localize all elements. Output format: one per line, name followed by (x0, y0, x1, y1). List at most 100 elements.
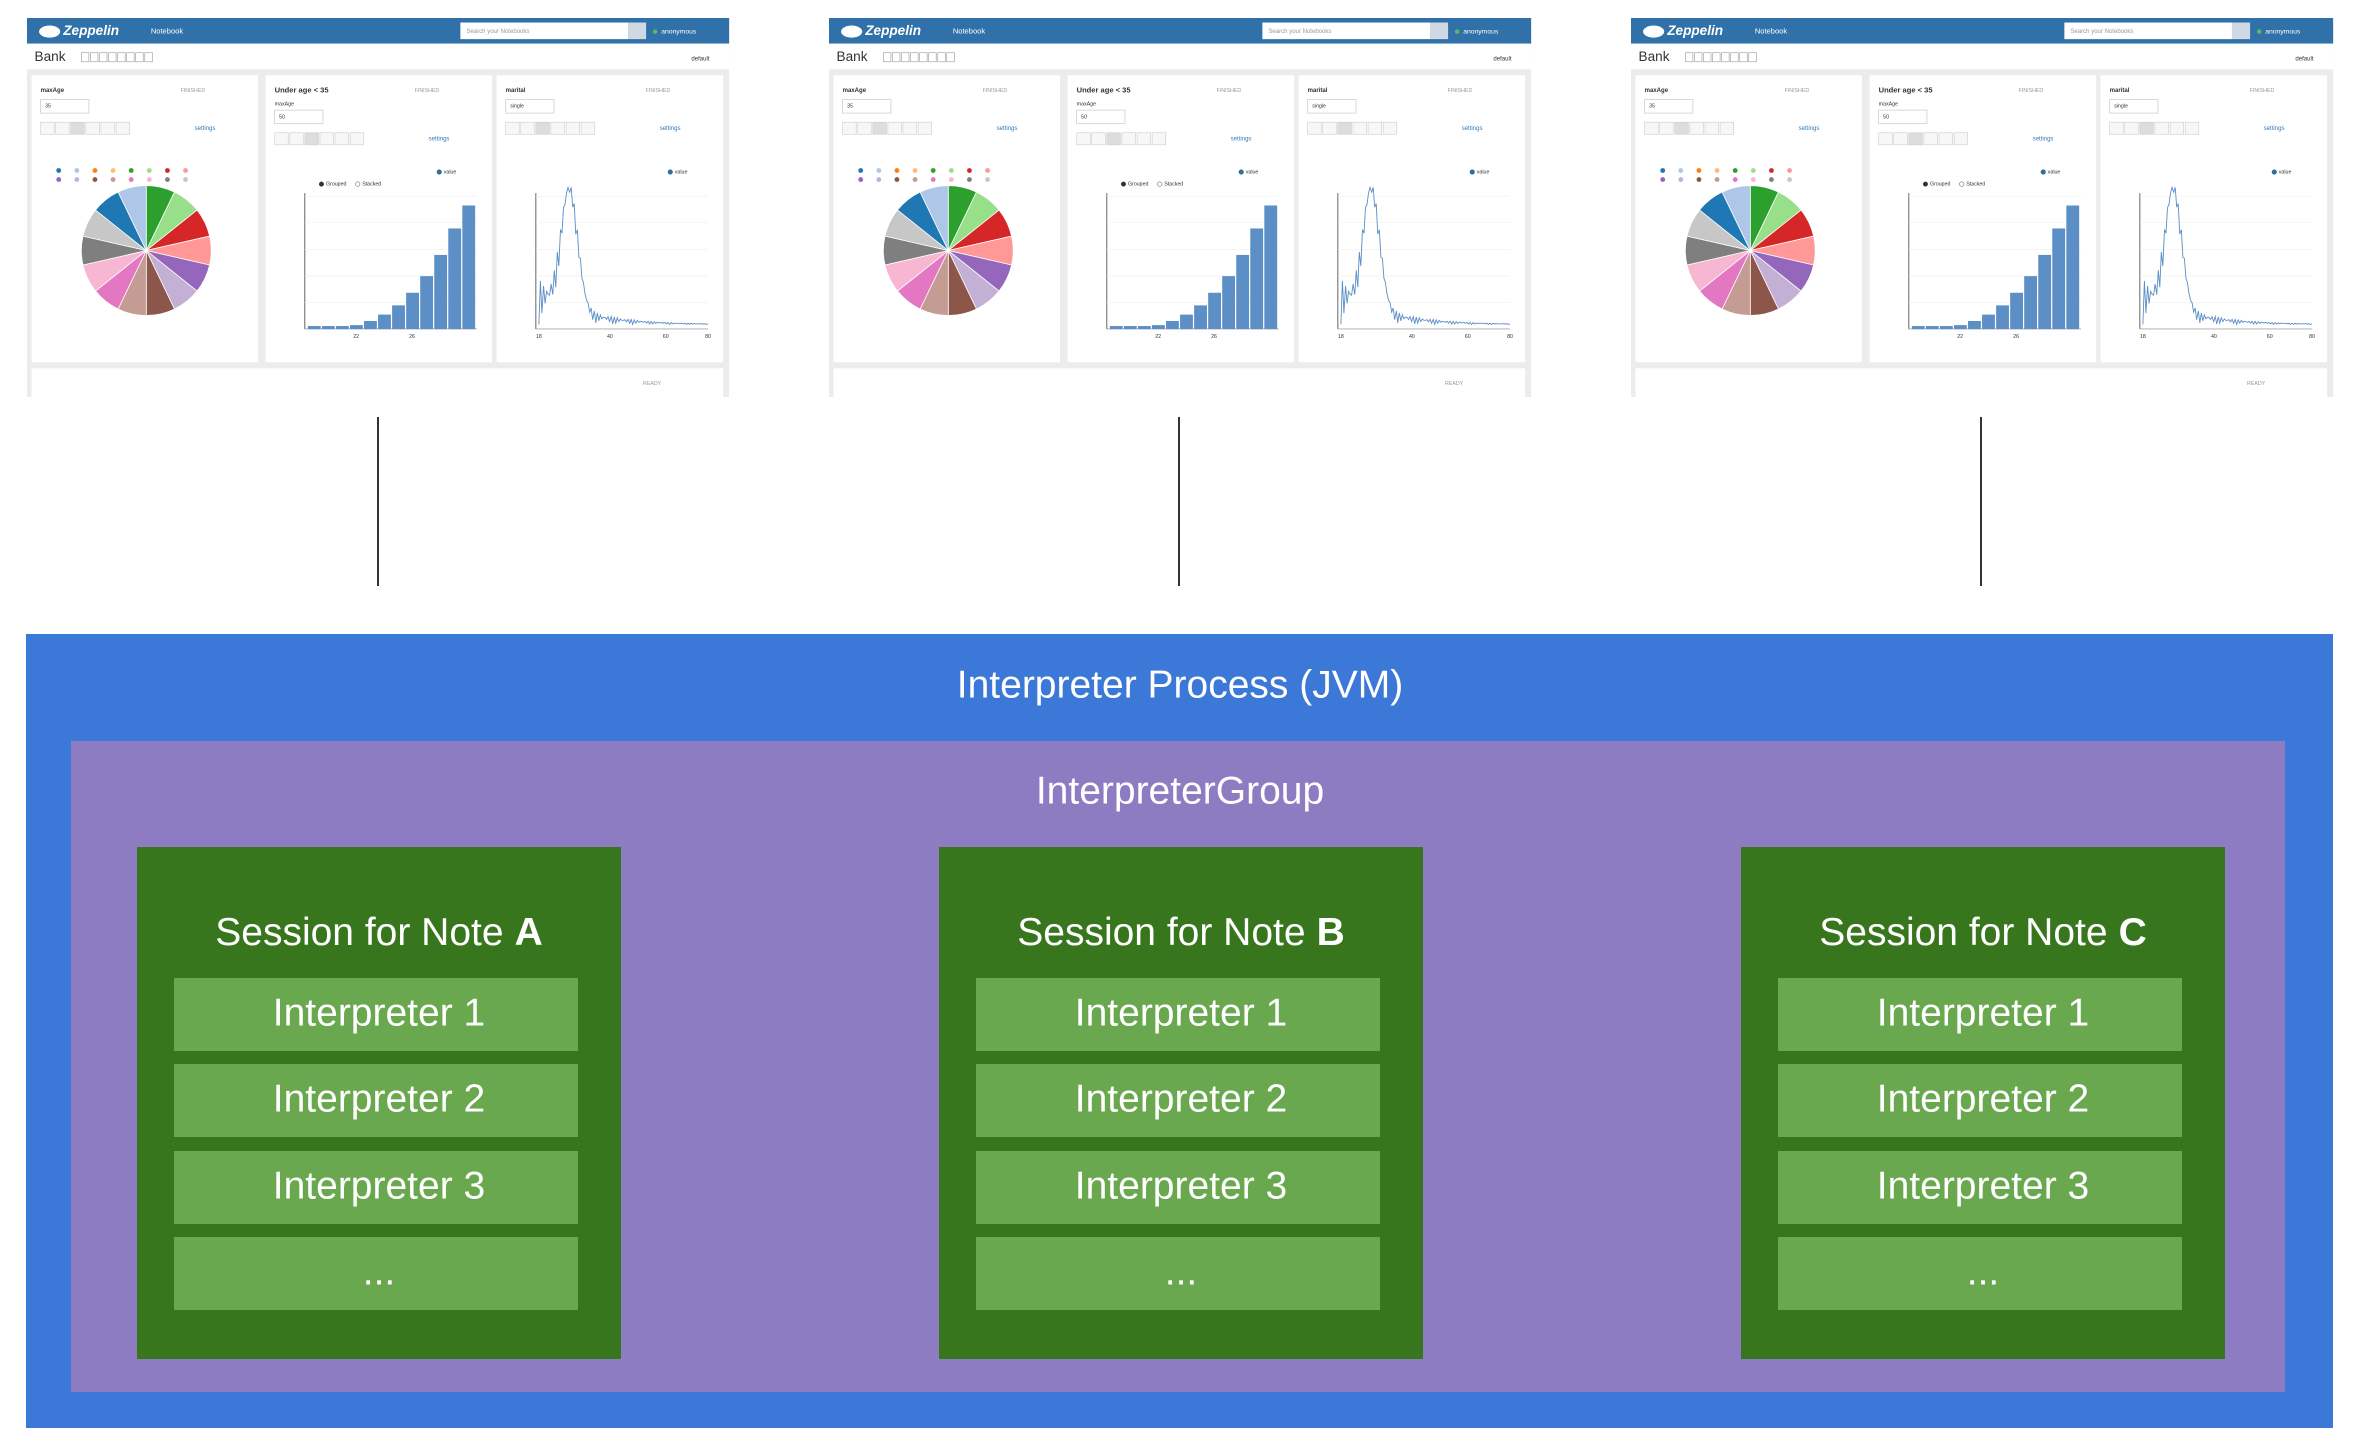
paragraph-status: READY (2247, 381, 2266, 387)
bar (378, 314, 391, 330)
session-prefix: Session for Note (1819, 911, 2107, 954)
chart-button (100, 121, 115, 135)
x-label: 18 (536, 334, 542, 340)
group-title: InterpreterGroup (1036, 769, 1324, 812)
input-box (505, 99, 555, 114)
legend-dot (1732, 168, 1738, 173)
chart-button (1322, 121, 1337, 135)
paragraph-status: FINISHED (1217, 88, 1242, 94)
interpreter-label: Interpreter 2 (273, 1077, 485, 1120)
legend-dot (355, 181, 361, 187)
bar (2010, 292, 2023, 330)
legend-label: value (2048, 169, 2061, 175)
paragraph: marital FINISHED single settings value 18 40 60… (496, 75, 724, 363)
paragraph: maxAge FINISHED 35 settings (833, 75, 1061, 363)
chart-button (1367, 121, 1382, 135)
paragraph-status: FINISHED (1448, 88, 1473, 94)
chart-button (917, 121, 932, 135)
chart-button (2109, 121, 2124, 135)
paragraph-title: Under age < 35 (1077, 85, 1131, 94)
toolbar-icon (892, 52, 901, 63)
paragraph-title: maxAge (1645, 88, 1669, 94)
chart-button (2139, 121, 2154, 135)
chart-button (872, 121, 887, 135)
input-box (842, 99, 892, 114)
line-series (538, 185, 709, 326)
bar (1222, 276, 1236, 330)
paragraph: maxAge FINISHED 35 settings (1635, 75, 1863, 363)
interpreter-box (1778, 1237, 2182, 1310)
input-value: single (1312, 104, 1326, 110)
legend-dot (967, 177, 972, 182)
toolbar-icon (883, 52, 892, 63)
toolbar-icon (144, 52, 153, 63)
bar (2038, 254, 2052, 330)
settings-link: settings (1231, 136, 1252, 142)
chart-button (1121, 132, 1136, 146)
toolbar-icon (1703, 52, 1712, 63)
paragraph-status: READY (643, 381, 662, 387)
input-value: 50 (279, 114, 285, 120)
chart-button (2184, 121, 2200, 135)
legend-dot (858, 177, 864, 182)
bar (1208, 292, 1221, 330)
toolbar-icon (108, 52, 117, 63)
legend-dot (1660, 168, 1666, 173)
settings-link: settings (997, 126, 1018, 132)
session-title: Session for Note B (1017, 911, 1344, 954)
paragraph-title: maxAge (41, 88, 65, 94)
legend-dot (985, 177, 990, 182)
user: anonymous (661, 28, 697, 35)
legend-dot (165, 177, 170, 182)
legend-dot (1750, 177, 1756, 182)
chart-button (1337, 121, 1352, 135)
chart-button (1076, 132, 1091, 146)
legend-dot (876, 168, 882, 173)
toolbar-icon (81, 52, 90, 63)
interpreter-box (174, 1151, 578, 1224)
bar (1151, 325, 1165, 330)
toolbar-icon (1685, 52, 1694, 63)
toolbar-icon (919, 52, 928, 63)
note-header (829, 43, 1532, 70)
bar (1250, 228, 1264, 330)
chart-button (887, 121, 902, 135)
legend-dot (183, 168, 188, 173)
interpreter-label: ... (1967, 1250, 2000, 1293)
paragraph-status: FINISHED (181, 88, 206, 94)
legend-dot (1787, 177, 1792, 182)
legend-dot (1922, 181, 1928, 187)
legend-dot (894, 177, 900, 182)
bar (321, 326, 335, 330)
paragraph-bg (496, 75, 724, 363)
interpreter-box (976, 1064, 1380, 1137)
bar (420, 276, 434, 330)
toolbar-icon (1694, 52, 1703, 63)
bar (1123, 326, 1137, 330)
chart-button (505, 121, 520, 135)
chart-button (1719, 121, 1734, 135)
legend-dot (1157, 181, 1163, 187)
interpreter-label: Interpreter 1 (1877, 991, 2089, 1034)
user: anonymous (2265, 28, 2301, 35)
bar (2024, 276, 2038, 330)
legend-dot (1732, 177, 1738, 182)
toolbar-icon (946, 52, 955, 63)
toolbar-icon (1721, 52, 1730, 63)
legend-dot (74, 177, 80, 182)
legend-dot (912, 177, 918, 182)
legend-dot (930, 168, 936, 173)
chart-button (289, 132, 304, 146)
legend-dot (1769, 177, 1774, 182)
legend-dot (318, 181, 324, 187)
chart-button (1352, 121, 1367, 135)
toolbar-icon (928, 52, 937, 63)
empty-paragraph (1635, 368, 2328, 398)
interpreter-label: Interpreter 3 (1075, 1164, 1287, 1207)
paragraph-bg (2100, 75, 2328, 363)
x-label: 40 (1409, 334, 1415, 340)
bar (406, 292, 419, 330)
chart-button (40, 121, 55, 135)
toolbar-icon (126, 52, 135, 63)
toolbar-icon (937, 52, 946, 63)
